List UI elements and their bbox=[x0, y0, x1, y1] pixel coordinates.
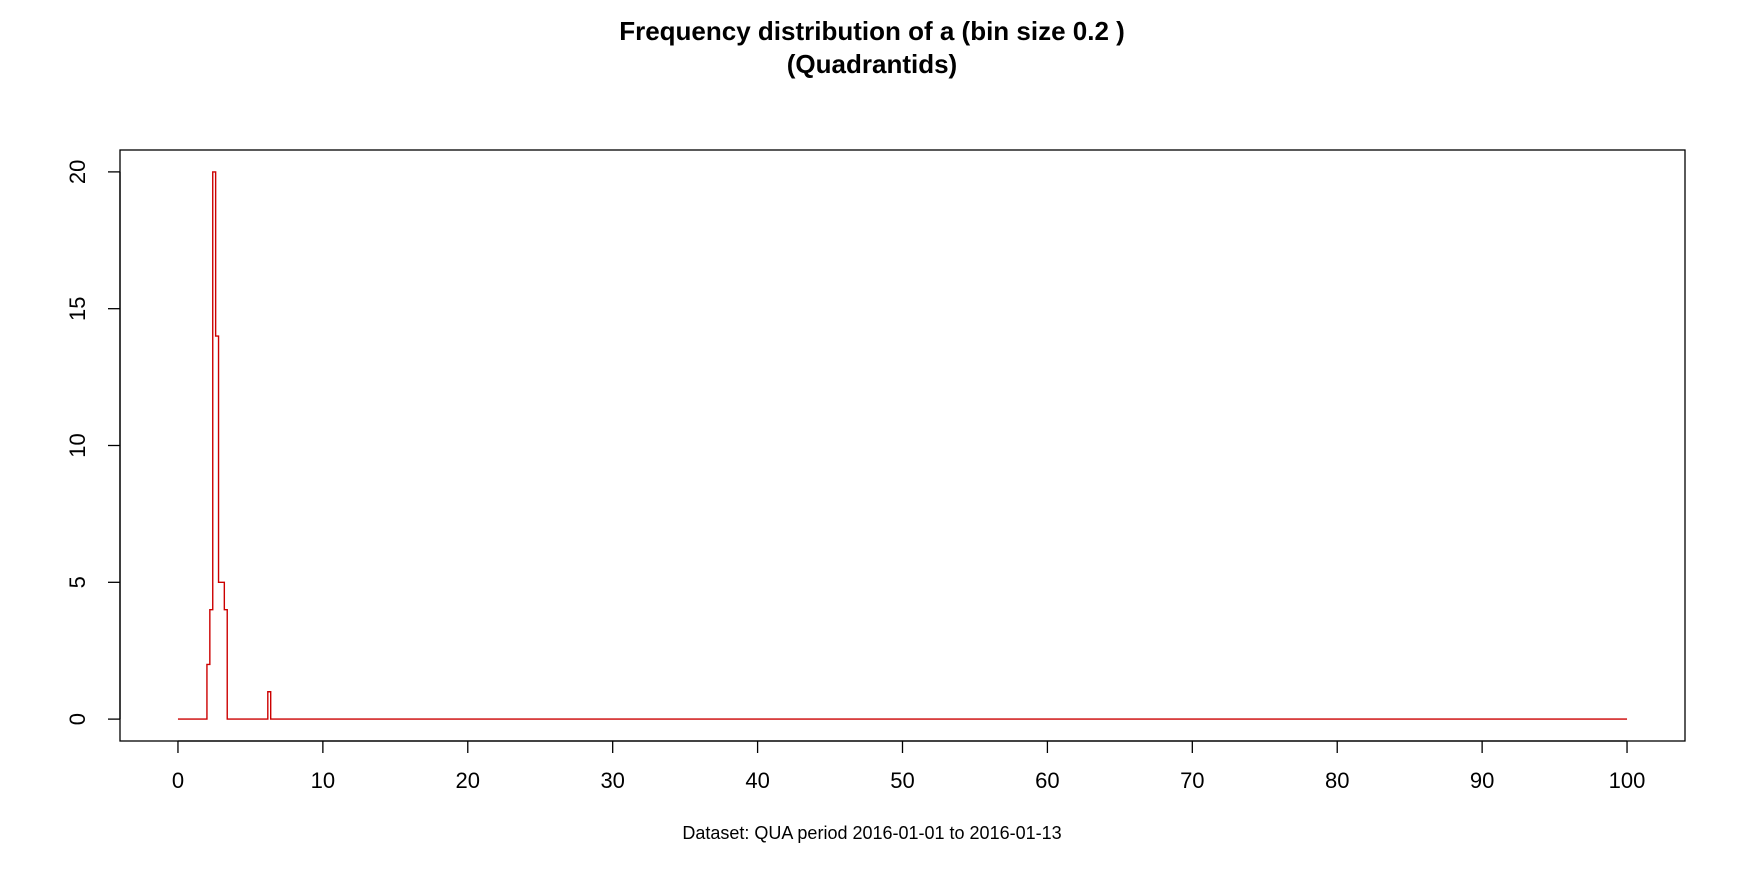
x-tick-label: 20 bbox=[456, 768, 480, 793]
y-tick-label: 5 bbox=[65, 576, 90, 588]
x-tick-label: 100 bbox=[1609, 768, 1646, 793]
y-tick-label: 20 bbox=[65, 160, 90, 184]
chart-subtitle: (Quadrantids) bbox=[787, 49, 957, 79]
chart-title: Frequency distribution of a (bin size 0.… bbox=[619, 16, 1125, 46]
y-tick-label: 0 bbox=[65, 713, 90, 725]
y-tick-label: 15 bbox=[65, 296, 90, 320]
series-group bbox=[177, 171, 1628, 720]
y-tick-label: 10 bbox=[65, 433, 90, 457]
x-tick-label: 0 bbox=[172, 768, 184, 793]
x-tick-label: 50 bbox=[890, 768, 914, 793]
plot-frame bbox=[119, 149, 1686, 742]
series-line bbox=[177, 171, 1628, 720]
x-axis: 0 10 20 30 40 50 60 70 80 90 100 bbox=[172, 740, 1646, 793]
x-tick-label: 30 bbox=[600, 768, 624, 793]
y-axis: 0 5 10 15 20 bbox=[65, 160, 121, 725]
x-tick-label: 40 bbox=[745, 768, 769, 793]
x-tick-label: 70 bbox=[1180, 768, 1204, 793]
x-axis-label: Dataset: QUA period 2016-01-01 to 2016-0… bbox=[682, 823, 1061, 843]
x-tick-label: 10 bbox=[311, 768, 335, 793]
x-tick-label: 60 bbox=[1035, 768, 1059, 793]
x-tick-label: 80 bbox=[1325, 768, 1349, 793]
x-tick-label: 90 bbox=[1470, 768, 1494, 793]
